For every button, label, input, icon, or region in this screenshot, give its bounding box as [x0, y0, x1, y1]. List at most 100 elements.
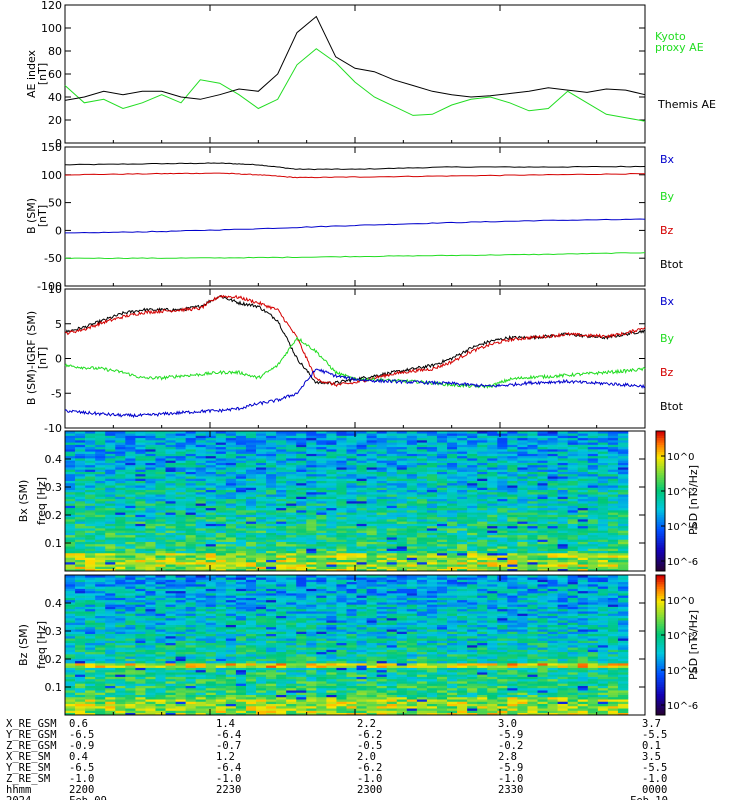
spectrogram-cell	[175, 631, 186, 635]
spectrogram-cell	[366, 437, 377, 441]
spectrogram-cell	[396, 496, 408, 500]
bx-spectrogram-cells	[65, 431, 629, 572]
spectrogram-cell	[195, 622, 207, 625]
spectrogram-cell	[346, 550, 357, 554]
spectrogram-cell	[75, 647, 86, 650]
spectrogram-cell	[75, 480, 86, 484]
spectrogram-cell	[125, 656, 136, 659]
spectrogram-cell	[336, 440, 347, 443]
spectrogram-cell	[296, 442, 307, 445]
spectrogram-cell	[597, 442, 609, 445]
colorbar-segment	[656, 449, 665, 453]
spectrogram-cell	[256, 476, 267, 479]
spectrogram-cell	[557, 503, 568, 506]
spectrogram-cell	[245, 622, 257, 625]
spectrogram-cell	[376, 455, 388, 459]
spectrogram-cell	[95, 541, 106, 545]
spectrogram-cell	[165, 516, 176, 520]
spectrogram-cell	[245, 501, 257, 504]
spectrogram-cell	[256, 460, 267, 463]
spectrogram-cell	[65, 498, 76, 502]
spectrogram-cell	[65, 480, 76, 484]
spectrogram-cell	[557, 462, 568, 466]
spectrogram-cell	[467, 519, 478, 522]
spectrogram-cell	[577, 541, 589, 545]
spectrogram-cell	[457, 440, 468, 443]
spectrogram-cell	[85, 690, 96, 693]
spectrogram-cell	[597, 564, 609, 567]
spectrogram-cell	[175, 559, 186, 563]
spectrogram-cell	[75, 626, 86, 630]
spectrogram-cell	[436, 440, 448, 443]
spectrogram-cell	[215, 640, 227, 644]
spectrogram-cell	[276, 532, 287, 536]
spectrogram-cell	[597, 548, 609, 551]
spectrogram-cell	[306, 487, 317, 491]
spectrogram-cell	[105, 550, 116, 554]
spectrogram-cell	[215, 525, 227, 529]
spectrogram-cell	[205, 467, 217, 470]
spectrogram-cell	[256, 696, 267, 700]
spectrogram-cell	[286, 532, 297, 536]
spectrogram-cell	[155, 537, 166, 540]
spectrogram-cell	[256, 660, 267, 664]
spectrogram-cell	[155, 464, 166, 468]
spectrogram-cell	[587, 451, 599, 454]
spectrogram-cell	[135, 620, 146, 623]
spectrogram-cell	[607, 501, 619, 504]
spectrogram-cell	[195, 685, 207, 689]
spectrogram-cell	[165, 588, 176, 592]
bsm-legend-bz: Bz	[660, 224, 674, 237]
spectrogram-cell	[75, 705, 86, 709]
spectrogram-cell	[95, 464, 106, 468]
spectrogram-cell	[326, 462, 337, 466]
spectrogram-cell	[155, 660, 166, 664]
spectrogram-cell	[135, 604, 146, 607]
spectrogram-cell	[65, 608, 76, 612]
spectrogram-cell	[105, 710, 116, 714]
spectrogram-cell	[316, 467, 327, 470]
spectrogram-cell	[125, 613, 136, 616]
spectrogram-cell	[497, 525, 508, 529]
spectrogram-cell	[235, 537, 247, 540]
spectrogram-cell	[155, 604, 166, 607]
spectrogram-cell	[215, 442, 227, 445]
spectrogram-cell	[205, 588, 217, 592]
spectrogram-cell	[487, 480, 498, 484]
spectrogram-cell	[75, 597, 86, 601]
spectrogram-cell	[467, 505, 478, 509]
spectrogram-cell	[617, 478, 629, 481]
spectrogram-cell	[85, 491, 96, 495]
spectrogram-cell	[256, 597, 267, 601]
spectrogram-cell	[517, 550, 528, 554]
spectrogram-cell	[145, 485, 156, 488]
spectrogram-cell	[426, 568, 438, 572]
spectrogram-cell	[276, 568, 287, 572]
spectrogram-cell	[557, 539, 568, 542]
spectrogram-cell	[396, 444, 408, 448]
spectrogram-cell	[366, 561, 377, 565]
spectrogram-cell	[577, 491, 589, 495]
spectrogram-cell	[215, 705, 227, 709]
spectrogram-cell	[215, 487, 227, 491]
spectrogram-cell	[225, 435, 237, 439]
spectrogram-cell	[256, 505, 267, 509]
spectrogram-cell	[316, 487, 327, 491]
spectrogram-cell	[155, 685, 166, 689]
spectrogram-cell	[426, 471, 438, 475]
spectrogram-cell	[447, 534, 458, 538]
spectrogram-cell	[577, 467, 589, 470]
spectrogram-cell	[447, 539, 458, 542]
spectrogram-cell	[75, 613, 86, 616]
spectrogram-cell	[336, 546, 347, 549]
spectrogram-cell	[225, 532, 237, 536]
spectrogram-cell	[507, 555, 518, 558]
spectrogram-cell	[85, 505, 96, 509]
spectrogram-cell	[135, 626, 146, 630]
colorbar-segment	[656, 463, 665, 467]
spectrogram-cell	[447, 467, 458, 470]
spectrogram-cell	[85, 530, 96, 533]
spectrogram-cell	[266, 692, 277, 695]
spectrogram-cell	[95, 579, 106, 583]
spectrogram-cell	[155, 478, 166, 481]
